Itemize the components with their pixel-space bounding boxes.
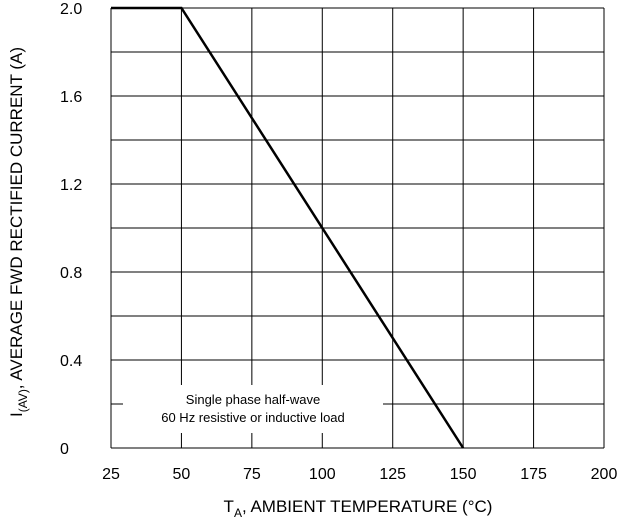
- x-axis-title-sub: A: [234, 506, 242, 520]
- y-axis-title: I(AV), AVERAGE FWD RECTIFIED CURRENT (A): [7, 47, 30, 417]
- x-axis-title-rest: , AMBIENT TEMPERATURE (°C): [242, 497, 493, 516]
- x-axis-title-base: T: [224, 497, 234, 516]
- y-axis-title-base: I: [7, 412, 26, 417]
- x-tick-label: 200: [591, 466, 618, 483]
- annotation-line-2: 60 Hz resistive or inductive load: [161, 410, 345, 425]
- x-axis-title: TA, AMBIENT TEMPERATURE (°C): [224, 497, 493, 520]
- x-tick-label: 100: [309, 466, 336, 483]
- y-tick-label: 2.0: [60, 1, 82, 18]
- annotation-background: [123, 385, 383, 433]
- x-tick-label: 25: [102, 466, 120, 483]
- derating-curve: [111, 6, 465, 449]
- x-tick-label: 150: [450, 466, 477, 483]
- y-tick-label: 1.2: [60, 177, 82, 194]
- x-tick-label: 175: [520, 466, 547, 483]
- x-tick-labels: 25 50 75 100 125 150 175 200: [102, 466, 617, 483]
- x-tick-label: 125: [379, 466, 406, 483]
- y-axis-title-rest: , AVERAGE FWD RECTIFIED CURRENT (A): [7, 47, 26, 389]
- y-tick-label: 0.4: [60, 353, 82, 370]
- annotation-box: Single phase half-wave 60 Hz resistive o…: [123, 385, 383, 433]
- y-tick-label: 0: [60, 441, 69, 458]
- annotation-line-1: Single phase half-wave: [186, 392, 320, 407]
- x-tick-label: 50: [173, 466, 191, 483]
- y-tick-labels: 0 0.4 0.8 1.2 1.6 2.0: [60, 1, 82, 458]
- y-tick-label: 1.6: [60, 89, 82, 106]
- y-tick-label: 0.8: [60, 265, 82, 282]
- x-tick-label: 75: [243, 466, 261, 483]
- y-axis-title-sub: (AV): [16, 389, 30, 412]
- grid-lines: [110, 7, 605, 449]
- derating-curve-group: [111, 6, 465, 449]
